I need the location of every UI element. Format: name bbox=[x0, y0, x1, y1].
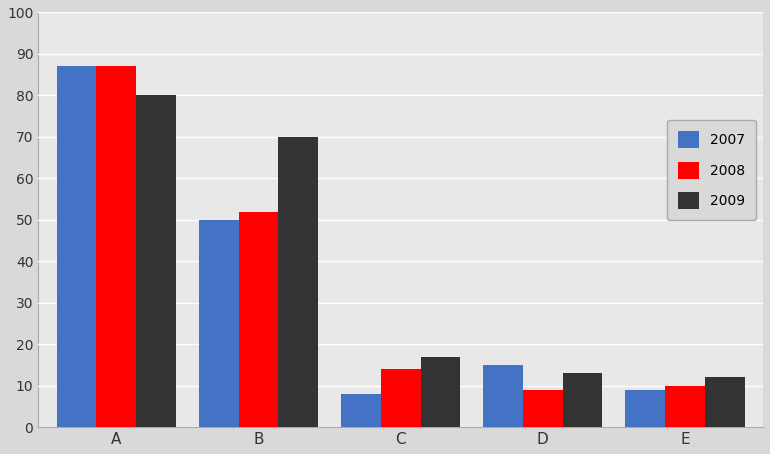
Bar bbox=[665, 386, 705, 427]
Bar bbox=[341, 394, 380, 427]
Bar bbox=[279, 137, 318, 427]
Bar bbox=[199, 220, 239, 427]
Bar bbox=[96, 66, 136, 427]
Bar bbox=[523, 390, 563, 427]
Bar bbox=[483, 365, 523, 427]
Bar bbox=[380, 369, 420, 427]
Bar bbox=[420, 357, 460, 427]
Bar bbox=[625, 390, 665, 427]
Legend: 2007, 2008, 2009: 2007, 2008, 2009 bbox=[667, 120, 756, 221]
Bar bbox=[136, 95, 176, 427]
Bar bbox=[57, 66, 96, 427]
Bar bbox=[563, 373, 602, 427]
Bar bbox=[239, 212, 279, 427]
Bar bbox=[705, 377, 745, 427]
